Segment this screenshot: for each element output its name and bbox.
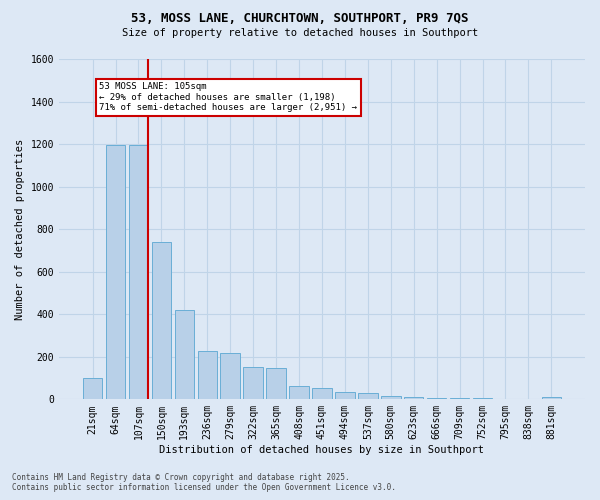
- Bar: [289, 386, 309, 400]
- Text: 53, MOSS LANE, CHURCHTOWN, SOUTHPORT, PR9 7QS: 53, MOSS LANE, CHURCHTOWN, SOUTHPORT, PR…: [131, 12, 469, 26]
- Bar: [244, 368, 263, 400]
- Bar: [129, 145, 148, 400]
- Bar: [404, 396, 424, 400]
- Bar: [542, 397, 561, 400]
- Bar: [358, 393, 377, 400]
- Bar: [266, 368, 286, 400]
- Bar: [450, 398, 469, 400]
- Bar: [335, 392, 355, 400]
- Bar: [473, 398, 492, 400]
- Bar: [381, 396, 401, 400]
- Text: 53 MOSS LANE: 105sqm
← 29% of detached houses are smaller (1,198)
71% of semi-de: 53 MOSS LANE: 105sqm ← 29% of detached h…: [100, 82, 358, 112]
- Bar: [83, 378, 103, 400]
- Bar: [427, 398, 446, 400]
- Bar: [220, 352, 240, 400]
- Y-axis label: Number of detached properties: Number of detached properties: [15, 138, 25, 320]
- X-axis label: Distribution of detached houses by size in Southport: Distribution of detached houses by size …: [160, 445, 484, 455]
- Bar: [312, 388, 332, 400]
- Bar: [175, 310, 194, 400]
- Bar: [106, 145, 125, 400]
- Bar: [152, 242, 171, 400]
- Text: Size of property relative to detached houses in Southport: Size of property relative to detached ho…: [122, 28, 478, 38]
- Text: Contains HM Land Registry data © Crown copyright and database right 2025.
Contai: Contains HM Land Registry data © Crown c…: [12, 473, 396, 492]
- Bar: [197, 352, 217, 400]
